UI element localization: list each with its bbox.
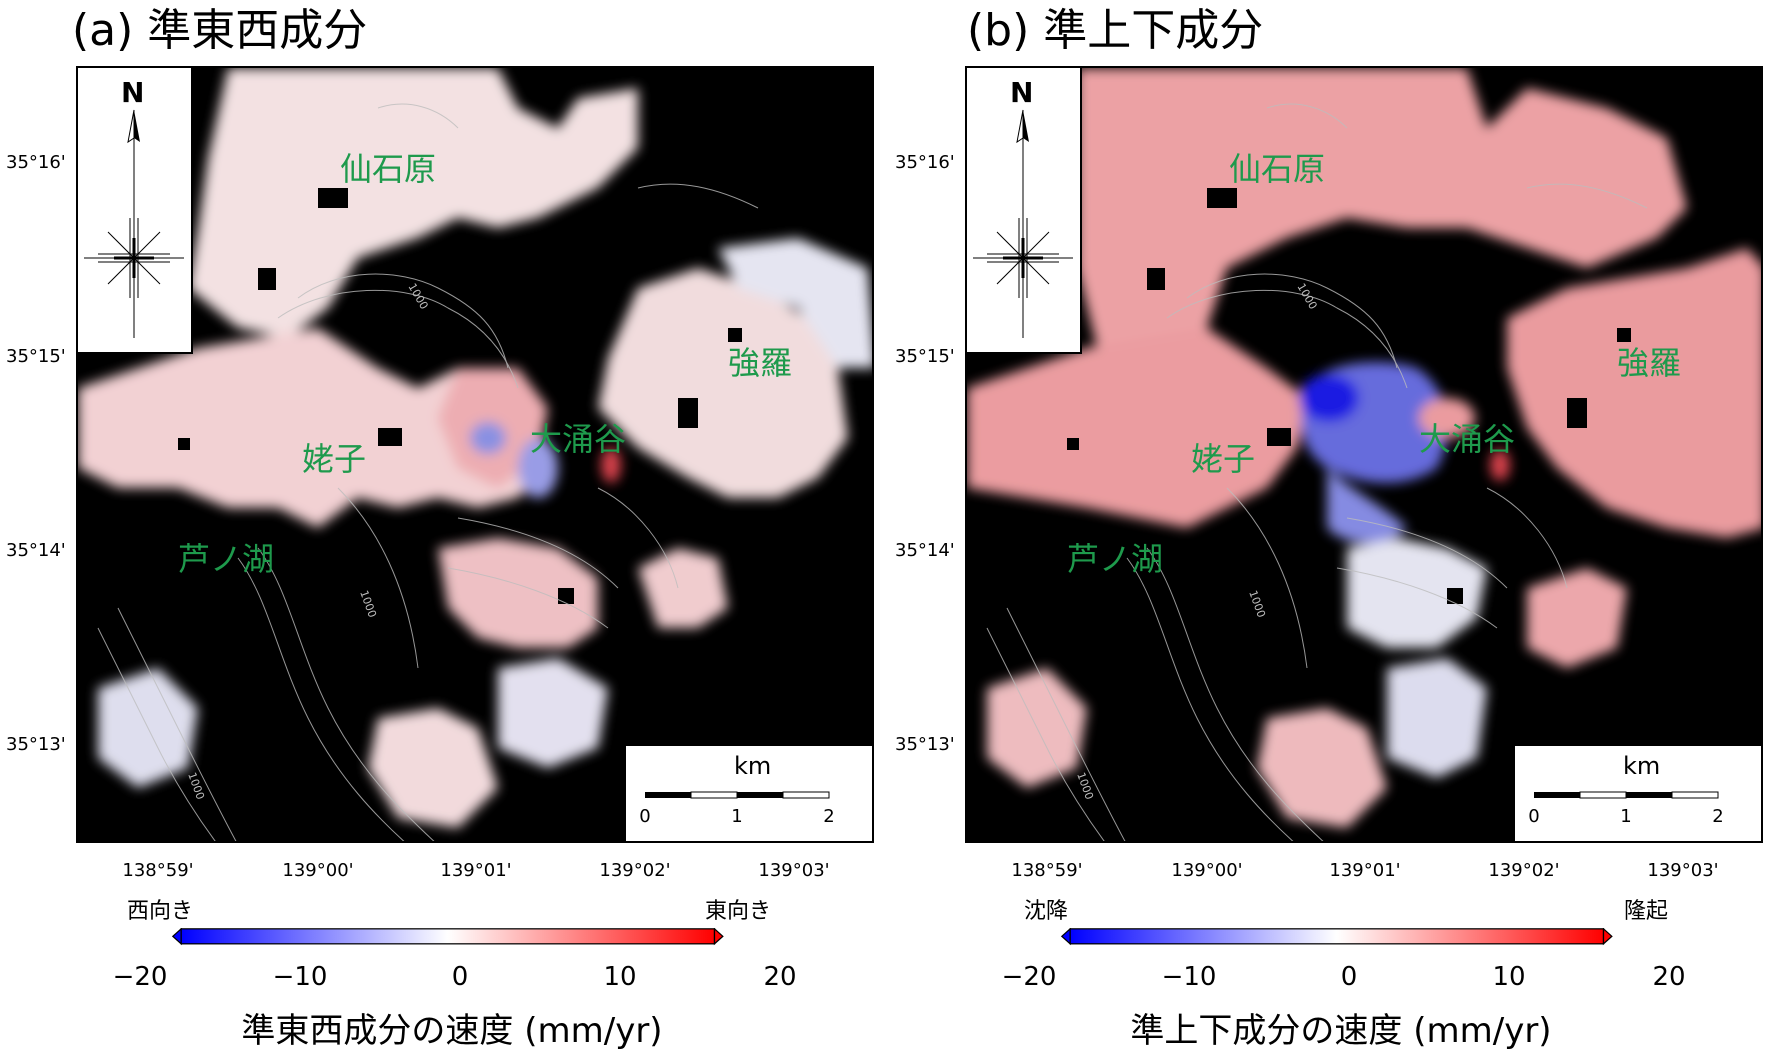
velocity-field: 1000 1000 1000: [78, 68, 872, 841]
panel-title: (b) 準上下成分: [967, 5, 1264, 56]
scale-label: 2: [1712, 806, 1724, 827]
lon-label: 139°01': [440, 860, 512, 881]
place-sengokuhara: 仙石原: [340, 150, 437, 188]
colorbar-tick: −20: [1001, 962, 1057, 992]
lon-label: 138°59': [1011, 860, 1083, 881]
colorbar-left-label: 沈降: [1024, 899, 1069, 924]
north-label: N: [121, 76, 145, 109]
colorbar-tick: −10: [272, 962, 328, 992]
place-gora: 強羅: [728, 344, 793, 382]
colorbar-left-label: 西向き: [127, 899, 194, 924]
colorbar-tick: 10: [1492, 962, 1526, 992]
north-label: N: [1010, 76, 1034, 109]
velocity-field: 1000 1000 1000: [967, 68, 1761, 841]
lat-label: 35°16': [6, 152, 66, 173]
place-owakudani: 大涌谷: [530, 420, 627, 458]
colorbar-tick: 0: [1340, 962, 1358, 992]
colorbar-tick: −10: [1161, 962, 1217, 992]
panel-title: (a) 準東西成分: [72, 5, 368, 56]
lat-label: 35°15': [895, 346, 955, 367]
scale-bar-box: km 0 1 2: [1513, 744, 1761, 841]
colorbar-title: 準東西成分の速度 (mm/yr): [241, 1011, 663, 1051]
compass-rose-icon: [84, 109, 184, 338]
place-ashinoko: 芦ノ湖: [1067, 540, 1164, 578]
colorbar-tick: 0: [451, 962, 469, 992]
place-ashinoko: 芦ノ湖: [178, 540, 275, 578]
place-gora: 強羅: [1617, 344, 1682, 382]
scale-bar: [1534, 791, 1719, 799]
colorbar-right-label: 隆起: [1624, 899, 1669, 924]
place-ubako: 姥子: [302, 440, 367, 478]
colorbar-tick: −20: [112, 962, 168, 992]
colorbar-tick: 10: [603, 962, 637, 992]
colorbar-right-label: 東向き: [705, 899, 772, 924]
lon-label: 139°00': [1171, 860, 1243, 881]
place-owakudani: 大涌谷: [1419, 420, 1516, 458]
scale-bar-box: km 0 1 2: [624, 744, 872, 841]
place-sengokuhara: 仙石原: [1229, 150, 1326, 188]
lat-label: 35°14': [6, 540, 66, 561]
lon-label: 139°02': [1488, 860, 1560, 881]
lon-label: 139°03': [1647, 860, 1719, 881]
lat-label: 35°13': [895, 734, 955, 755]
north-arrow-box: N: [967, 68, 1082, 354]
velocity-map: 1000 1000 1000 仙石原 強羅 大涌谷 姥子 芦ノ湖 N: [76, 66, 874, 843]
scale-label: 2: [823, 806, 835, 827]
scale-label: 1: [1620, 806, 1632, 827]
lat-label: 35°14': [895, 540, 955, 561]
panel-vertical: (b) 準上下成分 35°16' 35°15' 35°14' 35°13' 13…: [889, 0, 1779, 1051]
colorbar-tick: 20: [763, 962, 797, 992]
colorbar-tick: 20: [1652, 962, 1686, 992]
scale-label: 1: [731, 806, 743, 827]
scale-unit: km: [734, 752, 772, 780]
lon-label: 139°00': [282, 860, 354, 881]
compass-rose-icon: [973, 109, 1073, 338]
scale-unit: km: [1623, 752, 1661, 780]
colorbar: [1060, 928, 1613, 946]
panel-east-west: (a) 準東西成分 35°16' 35°15' 35°14' 35°13' 13…: [0, 0, 890, 1051]
colorbar: [171, 928, 724, 946]
north-arrow-box: N: [78, 68, 193, 354]
lat-label: 35°16': [895, 152, 955, 173]
lon-label: 139°02': [599, 860, 671, 881]
lon-label: 139°03': [758, 860, 830, 881]
colorbar-title: 準上下成分の速度 (mm/yr): [1130, 1011, 1552, 1051]
lat-label: 35°13': [6, 734, 66, 755]
scale-label: 0: [1528, 806, 1540, 827]
lon-label: 139°01': [1329, 860, 1401, 881]
scale-bar: [645, 791, 830, 799]
scale-label: 0: [639, 806, 651, 827]
place-ubako: 姥子: [1191, 440, 1256, 478]
lat-label: 35°15': [6, 346, 66, 367]
lon-label: 138°59': [122, 860, 194, 881]
velocity-map: 1000 1000 1000 仙石原 強羅 大涌谷 姥子 芦ノ湖 N: [965, 66, 1763, 843]
